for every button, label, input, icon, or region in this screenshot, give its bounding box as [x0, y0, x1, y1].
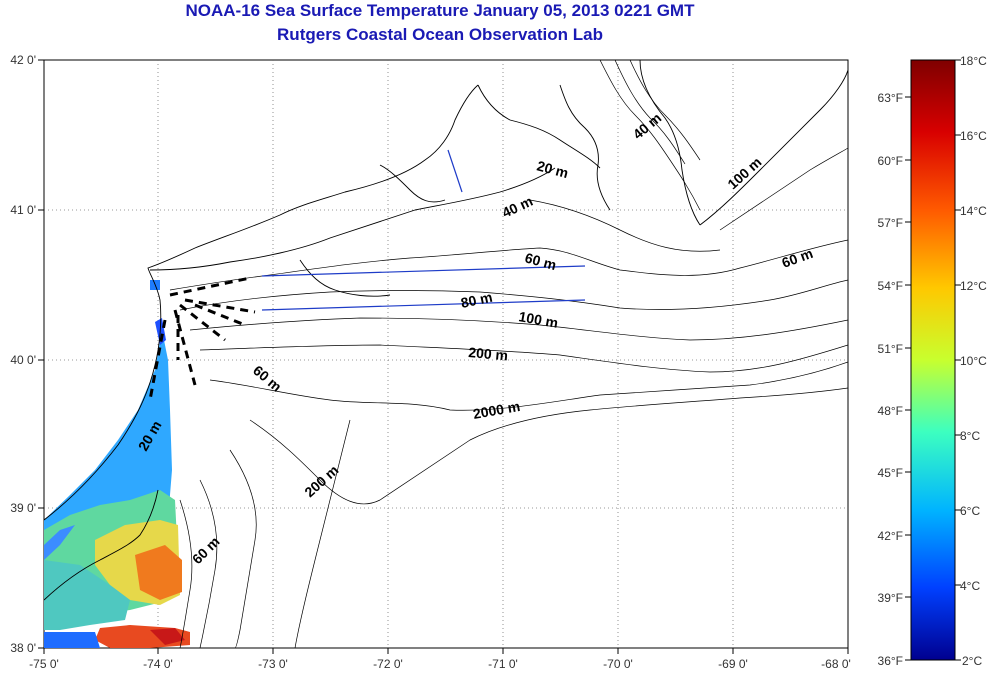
celsius-label: 12°C	[960, 279, 987, 293]
dashed-track-lines	[148, 276, 256, 401]
map-title: NOAA-16 Sea Surface Temperature January …	[185, 1, 695, 20]
fahrenheit-label: 60°F	[878, 154, 903, 168]
lat-tick-label: 42 0'	[10, 53, 36, 67]
bathymetry-contours	[169, 60, 848, 648]
fahrenheit-label: 63°F	[878, 91, 903, 105]
lon-tick-label: -68 0'	[821, 657, 851, 671]
celsius-label: 14°C	[960, 204, 987, 218]
fahrenheit-label: 48°F	[878, 404, 903, 418]
lat-tick-label: 38 0'	[10, 641, 36, 655]
celsius-label: 2°C	[962, 654, 982, 668]
contour-label: 60 m	[523, 249, 558, 273]
contour-label: 80 m	[459, 289, 494, 311]
celsius-label: 6°C	[960, 504, 980, 518]
celsius-label: 16°C	[960, 129, 987, 143]
transect-lines	[261, 149, 586, 311]
celsius-label: 10°C	[960, 354, 987, 368]
lon-tick-label: -75 0'	[29, 657, 59, 671]
lon-tick-label: -70 0'	[603, 657, 633, 671]
fahrenheit-label: 54°F	[878, 279, 903, 293]
celsius-label: 4°C	[960, 579, 980, 593]
lon-tick-label: -73 0'	[258, 657, 288, 671]
lon-tick-label: -74 0'	[143, 657, 173, 671]
celsius-label: 8°C	[960, 429, 980, 443]
celsius-label: 18°C	[960, 54, 987, 68]
coastline	[44, 60, 848, 601]
longitude-labels: -75 0' -74 0' -73 0' -72 0' -71 0' -70 0…	[29, 657, 851, 671]
lon-tick-label: -71 0'	[488, 657, 518, 671]
map-subtitle: Rutgers Coastal Ocean Observation Lab	[277, 25, 603, 44]
fahrenheit-label: 51°F	[878, 342, 903, 356]
colorbar	[910, 59, 956, 661]
lat-tick-label: 39 0'	[10, 501, 36, 515]
contour-label: 100 m	[517, 308, 559, 331]
colorbar-fahrenheit-labels: 63°F 60°F 57°F 54°F 51°F 48°F 45°F 42°F …	[878, 91, 903, 668]
fahrenheit-label: 36°F	[878, 654, 903, 668]
sst-raster	[44, 280, 190, 648]
colorbar-ticks	[905, 59, 961, 661]
fahrenheit-label: 45°F	[878, 466, 903, 480]
lon-tick-label: -69 0'	[718, 657, 748, 671]
latitude-labels: 42 0' 41 0' 40 0' 39 0' 38 0'	[10, 53, 36, 655]
lon-tick-label: -72 0'	[373, 657, 403, 671]
fahrenheit-label: 57°F	[878, 216, 903, 230]
contour-label: 20 m	[535, 157, 570, 181]
lat-tick-label: 40 0'	[10, 353, 36, 367]
axis-ticks	[38, 59, 849, 654]
lat-tick-label: 41 0'	[10, 203, 36, 217]
contour-label: 200 m	[468, 344, 509, 363]
fahrenheit-label: 42°F	[878, 529, 903, 543]
colorbar-celsius-labels: 18°C 16°C 14°C 12°C 10°C 8°C 6°C 4°C 2°C	[960, 54, 987, 668]
fahrenheit-label: 39°F	[878, 591, 903, 605]
